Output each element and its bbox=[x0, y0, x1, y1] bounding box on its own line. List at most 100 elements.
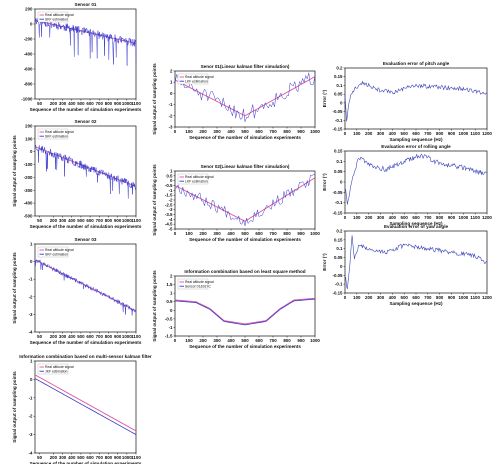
legend-label: SKF estimation bbox=[45, 134, 68, 138]
x-tick-label: 50 bbox=[37, 334, 42, 339]
y-tick-label: 0 bbox=[30, 149, 33, 154]
y-tick-label: -2 bbox=[169, 198, 173, 203]
x-tick-label: 600 bbox=[255, 129, 263, 134]
y-tick-label: -300 bbox=[24, 188, 33, 193]
x-tick-label: 300 bbox=[59, 455, 67, 460]
y-tick-label: 2 bbox=[170, 69, 173, 74]
y-tick-label: -600 bbox=[24, 67, 33, 72]
series-line-lkf-estimation bbox=[174, 173, 316, 226]
x-tick-label: 900 bbox=[114, 218, 122, 223]
x-tick-label: 1100 bbox=[470, 295, 480, 300]
x-tick-label: 1200 bbox=[482, 295, 492, 300]
y-tick-label: -200 bbox=[24, 175, 33, 180]
x-tick-label: 200 bbox=[365, 131, 373, 136]
x-tick-label: 200 bbox=[50, 218, 58, 223]
y-tick-label: -2 bbox=[169, 113, 173, 118]
x-tick-label: 700 bbox=[96, 334, 104, 339]
y-tick-label: 0.05 bbox=[334, 92, 343, 97]
series-line-real-altitude-signal bbox=[34, 19, 137, 44]
y-tick-label: 0.5 bbox=[166, 173, 173, 178]
y-tick-label: 0.2 bbox=[336, 66, 343, 71]
x-axis-label: Sequence of the number of simulation exp… bbox=[30, 340, 142, 345]
x-tick-label: 100 bbox=[185, 129, 193, 134]
y-tick-label: -0.15 bbox=[332, 291, 343, 296]
x-tick-label: 400 bbox=[389, 295, 397, 300]
x-tick-label: 300 bbox=[59, 218, 67, 223]
y-axis-label: Error (°) bbox=[322, 173, 327, 191]
legend-label: LKF estimation bbox=[185, 79, 208, 83]
legend-label: Real altitude signal bbox=[185, 175, 214, 179]
x-tick-label: 500 bbox=[77, 334, 85, 339]
y-tick-label: 0 bbox=[340, 100, 343, 105]
y-tick-label: 1 bbox=[170, 80, 173, 85]
y-tick-label: 0 bbox=[340, 180, 343, 185]
y-tick-label: -1 bbox=[169, 102, 173, 107]
y-tick-label: -0.1 bbox=[335, 118, 343, 123]
legend-label: SKF estimation bbox=[45, 17, 68, 21]
x-tick-label: 0 bbox=[174, 231, 177, 236]
x-tick-label: 700 bbox=[424, 131, 432, 136]
x-tick-label: 50 bbox=[37, 218, 42, 223]
legend-label: Sensor 01&02 IC bbox=[185, 284, 211, 288]
chart-p4: Information combination based on multi-s… bbox=[12, 354, 152, 464]
x-tick-label: 1000 bbox=[122, 334, 132, 339]
chart-title: Sensor 03 bbox=[75, 237, 97, 242]
x-tick-label: 800 bbox=[436, 215, 444, 220]
x-tick-label: 700 bbox=[424, 295, 432, 300]
x-tick-label: 200 bbox=[199, 338, 207, 343]
x-tick-label: 700 bbox=[269, 338, 277, 343]
y-tick-label: 200 bbox=[25, 124, 33, 129]
y-tick-label: 0 bbox=[30, 377, 33, 382]
x-tick-label: 100 bbox=[353, 295, 361, 300]
chart-p7: Information combination based on least s… bbox=[152, 269, 320, 349]
chart-p6: Senor 02(Linear kalman filter simulation… bbox=[152, 164, 320, 242]
legend-label: Real altitude signal bbox=[45, 248, 74, 252]
x-tick-label: 50 bbox=[37, 455, 42, 460]
x-tick-label: 400 bbox=[68, 218, 76, 223]
x-tick-label: 300 bbox=[377, 215, 385, 220]
series-line-real-altitude-signal bbox=[34, 374, 137, 432]
x-tick-label: 200 bbox=[50, 334, 58, 339]
y-tick-label: -3 bbox=[169, 125, 173, 130]
x-tick-label: 700 bbox=[269, 231, 277, 236]
y-tick-label: -5 bbox=[169, 227, 173, 232]
series-line-lkf-estimation bbox=[174, 72, 316, 122]
x-tick-label: 700 bbox=[96, 218, 104, 223]
x-tick-label: 0 bbox=[344, 131, 347, 136]
y-axis-label: Error (°) bbox=[322, 253, 327, 271]
y-tick-label: -0.1 bbox=[335, 200, 343, 205]
x-tick-label: 800 bbox=[105, 218, 113, 223]
x-tick-label: 800 bbox=[283, 129, 291, 134]
y-tick-label: 1 bbox=[30, 359, 33, 364]
x-tick-label: 0 bbox=[344, 215, 347, 220]
legend-label: LKF estimation bbox=[185, 179, 208, 183]
y-tick-label: 0.2 bbox=[336, 229, 343, 234]
x-tick-label: 1000 bbox=[310, 338, 320, 343]
x-tick-label: 900 bbox=[448, 215, 456, 220]
y-tick-label: 0 bbox=[170, 91, 173, 96]
legend-label: Real altitude signal bbox=[185, 280, 214, 284]
x-tick-label: 600 bbox=[86, 455, 94, 460]
x-tick-label: 900 bbox=[448, 131, 456, 136]
y-tick-label: 1.5 bbox=[166, 282, 173, 287]
series-line-skf-estimation bbox=[34, 145, 136, 199]
y-tick-label: -1 bbox=[29, 277, 33, 282]
x-tick-label: 500 bbox=[77, 101, 85, 106]
legend-label: Real altitude signal bbox=[45, 365, 74, 369]
y-tick-label: 0.1 bbox=[336, 83, 343, 88]
plot-frame bbox=[34, 243, 137, 333]
x-tick-label: 900 bbox=[114, 334, 122, 339]
y-tick-label: 0.15 bbox=[334, 74, 343, 79]
x-tick-label: 800 bbox=[436, 131, 444, 136]
x-tick-label: 500 bbox=[241, 231, 249, 236]
y-tick-label: -1 bbox=[169, 188, 173, 193]
y-tick-label: -1.5 bbox=[165, 334, 173, 339]
x-tick-label: 800 bbox=[283, 231, 291, 236]
y-tick-label: 0.15 bbox=[334, 149, 343, 154]
y-tick-label: -500 bbox=[24, 214, 33, 219]
chart-title: Senor 02(Linear kalman filter simulation… bbox=[201, 164, 290, 169]
series-line-error bbox=[344, 80, 488, 122]
x-axis-label: Sequence of the number of simulation exp… bbox=[30, 107, 142, 112]
